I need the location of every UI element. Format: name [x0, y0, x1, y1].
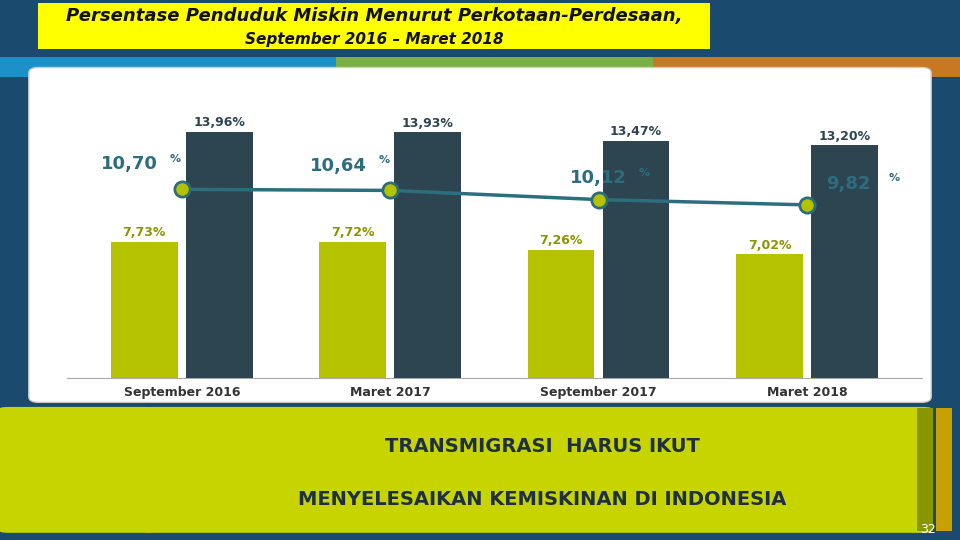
Bar	[736, 254, 803, 378]
Bar	[186, 132, 252, 378]
Bar	[936, 408, 952, 531]
Text: 32: 32	[921, 523, 936, 536]
Text: MENYELESAIKAN KEMISKINAN DI INDONESIA: MENYELESAIKAN KEMISKINAN DI INDONESIA	[299, 490, 786, 509]
Bar	[917, 408, 933, 531]
Text: 7,72%: 7,72%	[331, 226, 374, 239]
Text: 10,70: 10,70	[101, 156, 158, 173]
Text: 7,26%: 7,26%	[540, 234, 583, 247]
Text: %: %	[889, 173, 900, 183]
Text: TRANSMIGRASI  HARUS IKUT: TRANSMIGRASI HARUS IKUT	[385, 437, 700, 456]
Text: 10,12: 10,12	[570, 169, 627, 187]
Legend: Kota, Desa: Kota, Desa	[413, 412, 576, 437]
Text: %: %	[638, 167, 650, 178]
Text: %: %	[170, 154, 181, 164]
Bar	[811, 145, 877, 378]
Bar	[0, 57, 336, 77]
Text: %: %	[378, 155, 390, 165]
Text: 9,82: 9,82	[827, 174, 871, 193]
Text: 7,73%: 7,73%	[123, 226, 166, 239]
FancyBboxPatch shape	[144, 407, 931, 533]
Bar	[603, 140, 669, 378]
Bar	[395, 132, 461, 378]
Bar	[653, 57, 960, 77]
Text: 13,93%: 13,93%	[402, 117, 454, 130]
Bar	[38, 3, 710, 49]
FancyBboxPatch shape	[0, 407, 154, 533]
Text: 13,20%: 13,20%	[819, 130, 871, 143]
Text: 7,02%: 7,02%	[748, 239, 791, 252]
Text: 10,64: 10,64	[310, 157, 367, 174]
Text: 13,47%: 13,47%	[610, 125, 662, 138]
Bar	[336, 57, 653, 77]
Bar	[320, 242, 386, 378]
Bar	[111, 242, 178, 378]
Text: 13,96%: 13,96%	[193, 116, 245, 129]
Text: September 2016 – Maret 2018: September 2016 – Maret 2018	[245, 32, 504, 46]
Text: Persentase Penduduk Miskin Menurut Perkotaan-Perdesaan,: Persentase Penduduk Miskin Menurut Perko…	[66, 6, 683, 25]
Bar	[528, 250, 594, 378]
